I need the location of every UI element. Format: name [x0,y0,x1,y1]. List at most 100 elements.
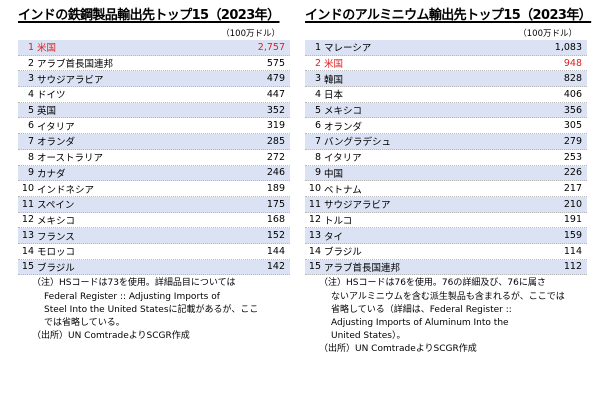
rank-cell: 4 [27,88,34,100]
table-row: 12 トルコ 191 [305,213,587,229]
country-cell: カナダ [37,168,66,180]
table-row: 7 オランダ 285 [18,134,290,150]
table-row: 11 サウジアラビア 210 [305,196,587,213]
value-cell: 226 [563,167,582,179]
rank-cell: 3 [314,73,321,85]
country-cell: トルコ [324,215,353,227]
value-cell: 575 [266,57,285,69]
country-cell: フランス [37,231,75,243]
value-cell: 217 [563,183,582,195]
table-row: 5 英国 352 [18,102,290,119]
rank-cell: 14 [21,245,34,257]
table-row: 7 バングラデシュ 279 [305,134,587,150]
rank-cell: 12 [21,214,34,226]
rank-cell: 3 [27,73,34,85]
value-cell: 447 [266,88,285,100]
value-cell: 210 [563,198,582,210]
value-cell: 1,083 [554,41,582,53]
country-cell: イタリア [37,121,75,133]
value-cell: 246 [266,167,285,179]
country-cell: スペイン [37,200,75,212]
table-row: 5 メキシコ 356 [305,102,587,119]
table-row: 8 イタリア 253 [305,150,587,166]
country-cell: ブラジル [324,247,362,259]
rank-cell: 10 [308,183,321,195]
rank-cell: 6 [314,120,321,132]
aluminum-note-line: Adjusting Imports of Aluminum Into the [331,317,509,328]
country-cell: インドネシア [37,184,95,196]
value-cell: 272 [266,151,285,163]
value-cell: 152 [266,230,285,242]
steel-unit: （100万ドル） [221,29,280,39]
aluminum-notes: （注）HSコードは76を使用。76の詳細及び、76に属さ ないアルミニウムを含む… [305,277,587,356]
value-cell: 406 [563,88,582,100]
rank-cell: 4 [314,88,321,100]
steel-note-line: Steel Into the United Statesに記載があるが、ここ [44,304,259,315]
steel-table: 1 米国 2,757 2 アラブ首長国連邦 575 3 サウジアラビア 479 4 ドイツ 447 5 英… [18,40,290,276]
value-cell: 828 [563,73,582,85]
rank-cell: 12 [308,214,321,226]
rank-cell: 11 [308,198,321,210]
country-cell: タイ [324,231,344,243]
country-cell: オーストラリア [37,153,104,165]
aluminum-panel: インドのアルミニウム輸出先トップ15（2023年） （100万ドル） 1 マレーシ… [305,6,592,357]
value-cell: 114 [563,245,582,257]
table-row: 10 ベトナム 217 [305,181,587,197]
country-cell: アラブ首長国連邦 [37,59,114,71]
country-cell: マレーシア [324,43,372,55]
rank-cell: 10 [21,183,34,195]
table-row: 9 中国 226 [305,165,587,182]
table-row: 8 オーストラリア 272 [18,150,290,166]
value-cell: 142 [266,261,285,273]
table-row: 10 インドネシア 189 [18,181,290,197]
value-cell: 144 [266,245,285,257]
table-row: 13 フランス 152 [18,228,290,244]
aluminum-note-line: United States）。 [331,331,406,342]
value-cell: 112 [563,261,582,273]
country-cell: 日本 [324,90,344,102]
table-row: 15 ブラジル 142 [18,259,290,276]
value-cell: 279 [563,135,582,147]
country-cell: モロッコ [37,247,76,259]
country-cell: ドイツ [37,90,66,102]
rank-cell: 9 [314,167,321,179]
value-cell: 352 [266,104,285,116]
country-cell: バングラデシュ [324,137,391,149]
value-cell: 159 [563,230,582,242]
steel-note-line: Federal Register :: Adjusting Imports of [44,291,220,302]
country-cell: メキシコ [324,106,363,118]
steel-note-line: （注）HSコードは73を使用。詳細品目については [32,278,236,289]
value-cell: 305 [563,120,582,132]
country-cell: アラブ首長国連邦 [324,262,401,274]
rank-cell: 7 [27,135,34,147]
country-cell: サウジアラビア [37,74,104,86]
rank-cell: 15 [308,261,321,273]
country-cell: 米国 [324,59,344,71]
rank-cell: 2 [27,57,34,69]
country-cell: 英国 [37,106,57,118]
value-cell: 356 [563,104,582,116]
table-row: 1 マレーシア 1,083 [305,40,587,56]
steel-notes: （注）HSコードは73を使用。詳細品目については Federal Registe… [18,277,290,343]
rank-cell: 1 [27,41,34,53]
aluminum-table: 1 マレーシア 1,083 2 米国 948 3 韓国 828 4 日本 406 5 メキシコ 356 6 オラ… [305,40,587,276]
value-cell: 191 [563,214,582,226]
country-cell: オランダ [324,121,363,133]
country-cell: 米国 [37,43,57,55]
value-cell: 479 [266,73,285,85]
rank-cell: 2 [314,57,321,69]
country-cell: ブラジル [37,262,75,274]
table-row: 2 アラブ首長国連邦 575 [18,56,290,72]
rank-cell: 15 [21,261,34,273]
rank-cell: 5 [314,104,321,116]
rank-cell: 13 [308,230,321,242]
rank-cell: 14 [308,245,321,257]
country-cell: オランダ [37,137,76,149]
table-row: 11 スペイン 175 [18,196,290,213]
rank-cell: 8 [314,151,321,163]
table-row: 15 アラブ首長国連邦 112 [305,259,587,276]
table-row: 12 メキシコ 168 [18,213,290,229]
value-cell: 175 [266,198,285,210]
steel-title: インドの鉄鋼製品輸出先トップ15（2023年） [18,8,280,23]
rank-cell: 8 [27,151,34,163]
